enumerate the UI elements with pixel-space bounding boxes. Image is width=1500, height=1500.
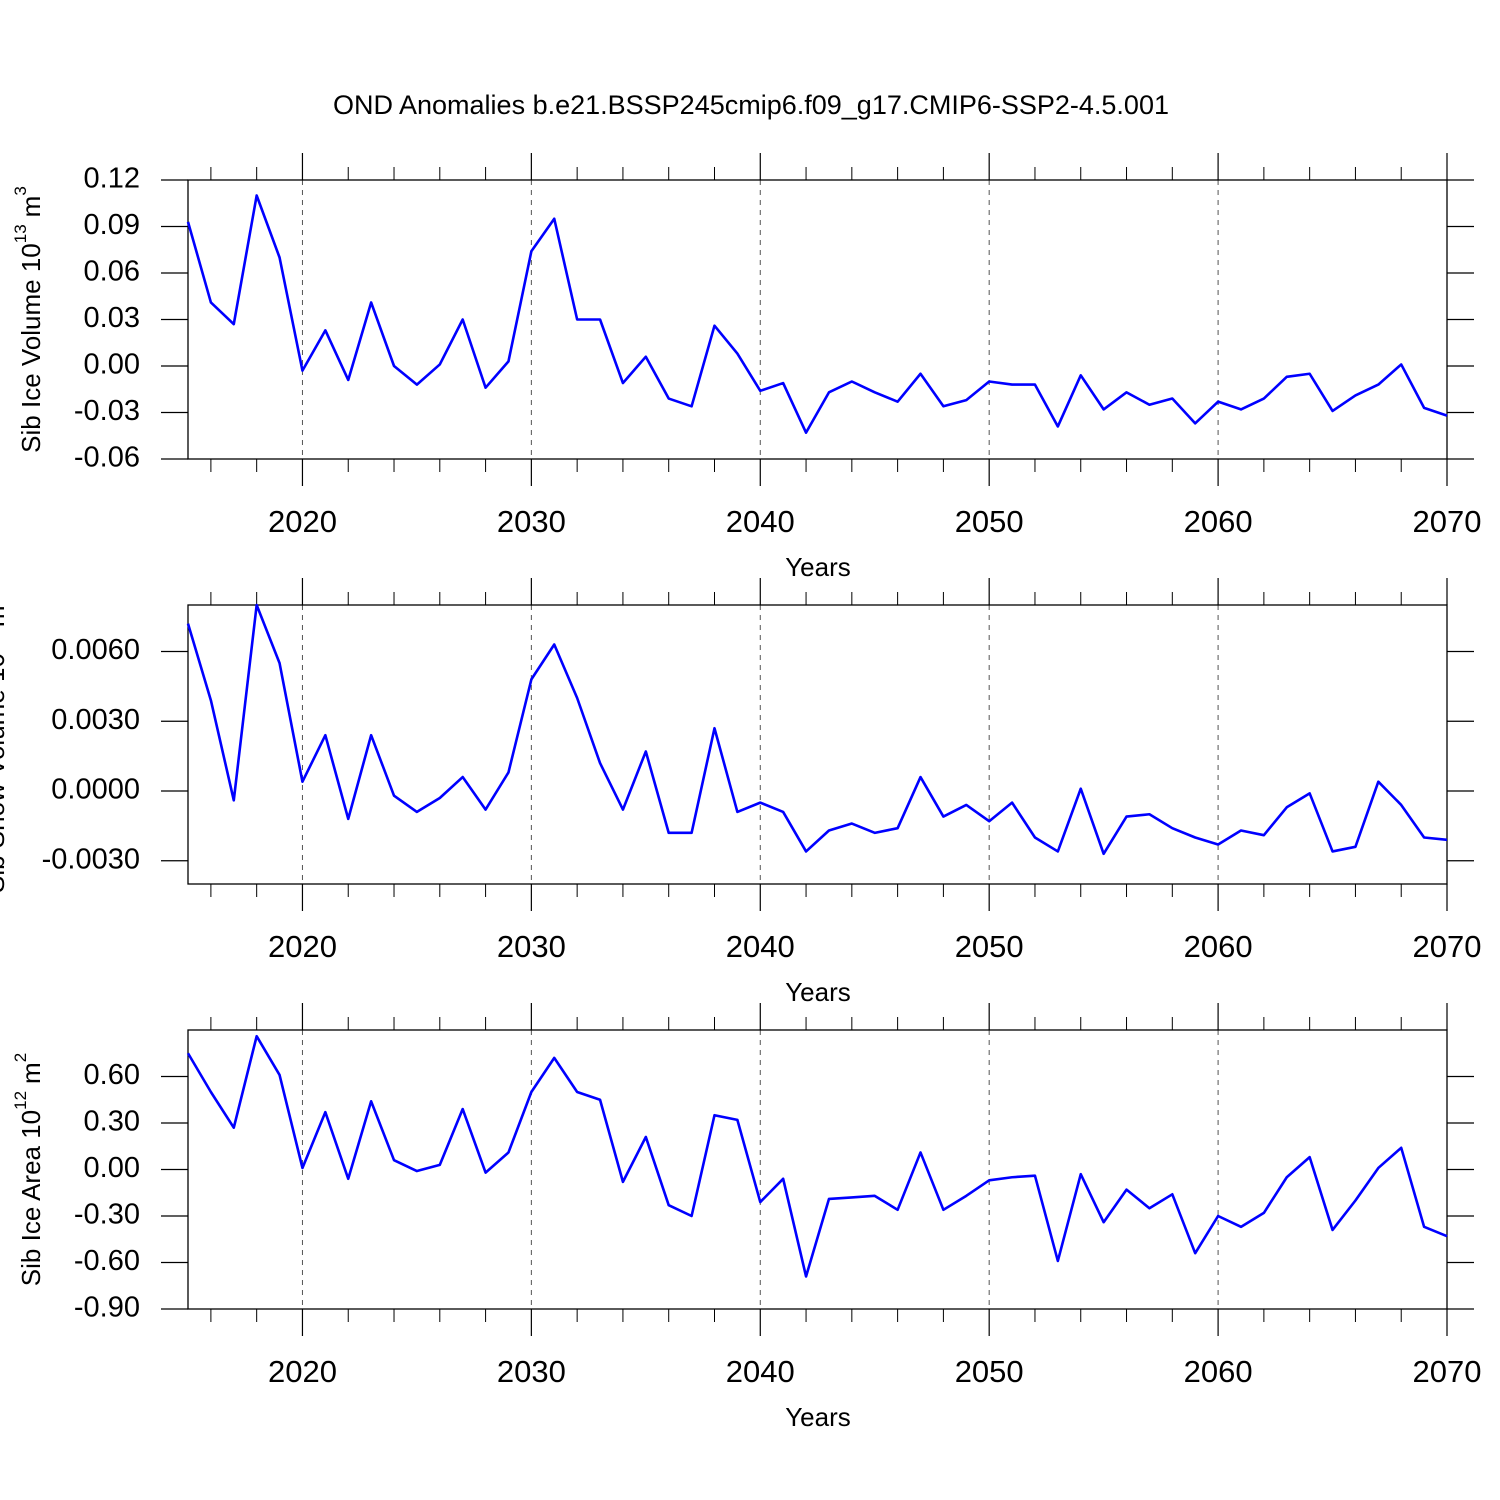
y-axis-label-unit: m xyxy=(0,605,10,627)
x-tick-label: 2050 xyxy=(955,1354,1024,1389)
y-axis-label: Sib Snow Volume 1013m3 xyxy=(0,596,10,893)
x-tick-label: 2020 xyxy=(268,1354,337,1389)
data-line xyxy=(186,194,1448,434)
x-tick-label: 2050 xyxy=(955,504,1024,539)
x-tick-label: 2040 xyxy=(726,504,795,539)
y-axis-label-exponent: 13 xyxy=(11,224,30,243)
y-axis-label-text: Sib Snow Volume 10 xyxy=(0,653,10,893)
y-tick-label: 0.09 xyxy=(84,209,140,241)
x-tick-label: 2070 xyxy=(1413,929,1482,964)
y-tick-label: 0.12 xyxy=(84,163,140,195)
y-tick-label: 0.03 xyxy=(84,302,140,334)
data-line xyxy=(186,603,1448,856)
y-axis-label-unit-exponent: 3 xyxy=(11,186,30,195)
x-tick-label: 2060 xyxy=(1184,1354,1253,1389)
chart-title: OND Anomalies b.e21.BSSP245cmip6.f09_g17… xyxy=(333,90,1169,120)
data-line xyxy=(186,1034,1448,1278)
plot-frame xyxy=(187,604,1448,885)
x-tick-label: 2020 xyxy=(268,929,337,964)
y-tick-label: -0.06 xyxy=(74,442,140,474)
x-tick-label: 2030 xyxy=(497,504,566,539)
y-axis-label-text: Sib Ice Volume 10 xyxy=(16,243,46,453)
y-axis-label-unit-exponent: 2 xyxy=(11,1053,30,1062)
x-tick-label: 2040 xyxy=(726,929,795,964)
x-axis-label: Years xyxy=(785,977,851,1007)
x-tick-label: 2060 xyxy=(1184,929,1253,964)
x-axis-label: Years xyxy=(785,1402,851,1432)
y-tick-label: 0.30 xyxy=(84,1106,140,1138)
y-tick-label: 0.0000 xyxy=(51,774,140,806)
y-axis-label-unit: m xyxy=(16,1062,46,1084)
x-axis-label: Years xyxy=(785,552,851,582)
x-tick-label: 2050 xyxy=(955,929,1024,964)
y-tick-label: 0.60 xyxy=(84,1059,140,1091)
x-tick-label: 2070 xyxy=(1413,504,1482,539)
x-tick-label: 2060 xyxy=(1184,504,1253,539)
x-tick-label: 2070 xyxy=(1413,1354,1482,1389)
y-axis-label-unit: m xyxy=(16,196,46,218)
y-tick-label: 0.06 xyxy=(84,256,140,288)
y-tick-label: -0.60 xyxy=(74,1245,140,1277)
y-tick-label: 0.0030 xyxy=(51,704,140,736)
y-axis-label: Sib Ice Area 1012 m2 xyxy=(11,1053,45,1286)
y-axis-label: Sib Ice Volume 1013 m3 xyxy=(11,186,45,453)
y-axis-label-exponent: 12 xyxy=(11,1091,30,1110)
y-tick-label: -0.90 xyxy=(74,1292,140,1324)
x-tick-label: 2040 xyxy=(726,1354,795,1389)
y-tick-label: -0.30 xyxy=(74,1199,140,1231)
y-tick-label: 0.00 xyxy=(84,1152,140,1184)
y-tick-label: 0.00 xyxy=(84,349,140,381)
x-tick-label: 2030 xyxy=(497,929,566,964)
y-tick-label: -0.03 xyxy=(74,395,140,427)
x-tick-label: 2030 xyxy=(497,1354,566,1389)
y-tick-label: 0.0060 xyxy=(51,634,140,666)
y-tick-label: -0.0030 xyxy=(42,843,140,875)
y-axis-label-text: Sib Ice Area 10 xyxy=(16,1110,46,1286)
x-tick-label: 2020 xyxy=(268,504,337,539)
plot-frame xyxy=(187,1029,1448,1310)
